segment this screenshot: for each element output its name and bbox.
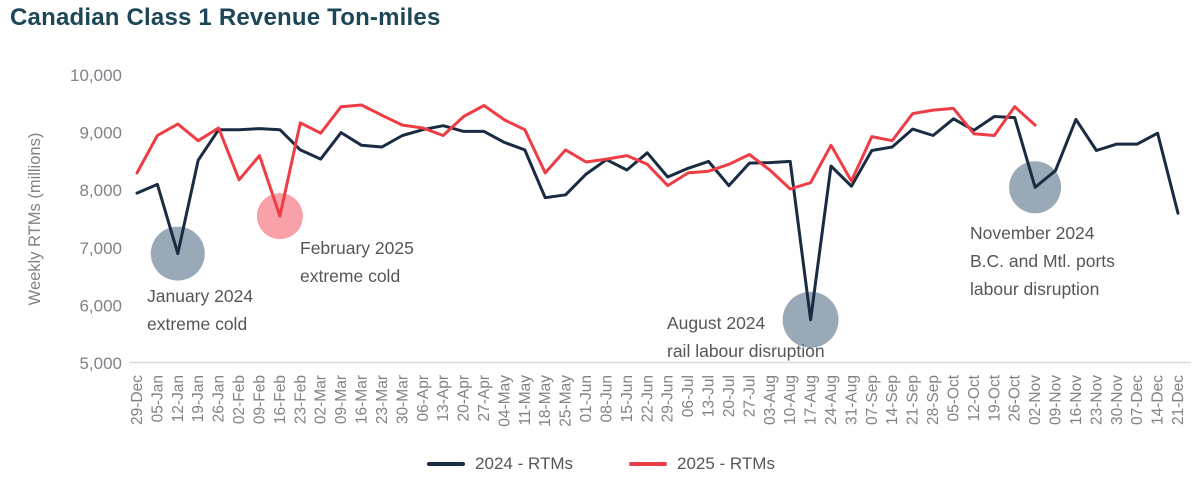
series-line-2025 — [135, 103, 1037, 218]
legend-swatch-2025 — [629, 462, 667, 466]
x-tick-label: 12-Oct — [966, 374, 983, 421]
x-tick-label: 19-Jan — [190, 375, 207, 422]
x-tick-label: 09-Mar — [333, 375, 350, 424]
x-tick-label: 29-Jun — [660, 375, 677, 422]
x-tick-label: 15-Jun — [619, 375, 636, 422]
x-tick-label: 05-Oct — [946, 374, 963, 421]
x-tick-label: 20-Jul — [721, 375, 738, 417]
x-tick-label: 30-Nov — [1109, 375, 1126, 425]
x-tick-label: 30-Mar — [394, 375, 411, 424]
x-tick-label: 23-Nov — [1088, 375, 1105, 425]
legend-item-2024: 2024 - RTMs — [427, 454, 573, 474]
legend-label-2025: 2025 - RTMs — [677, 454, 775, 473]
x-tick-label: 08-Jun — [599, 375, 616, 422]
x-tick-label: 26-Jan — [211, 375, 228, 422]
x-tick-label: 13-Jul — [701, 375, 718, 417]
y-tick-label: 7,000 — [79, 239, 122, 258]
y-tick-label: 8,000 — [79, 181, 122, 200]
x-tick-label: 02-Mar — [313, 375, 330, 424]
x-tick-label: 02-Nov — [1027, 375, 1044, 425]
x-tick-label: 13-Apr — [435, 375, 452, 422]
x-tick-label: 07-Sep — [864, 375, 881, 425]
x-tick-label: 17-Aug — [803, 375, 820, 425]
x-tick-label: 24-Aug — [823, 375, 840, 425]
x-tick-label: 14-Dec — [1150, 375, 1167, 425]
x-tick-label: 05-Jan — [149, 375, 166, 422]
x-tick-label: 10-Aug — [782, 375, 799, 425]
axes: 10,000 9,000 8,000 7,000 6,000 5,000 Weekly RT… — [26, 66, 1191, 427]
x-tick-label: 01-Jun — [578, 375, 595, 422]
x-tick-label: 27-Apr — [476, 375, 493, 422]
x-tick-label: 28-Sep — [925, 375, 942, 425]
y-tick-label: 9,000 — [79, 124, 122, 143]
x-tick-label: 26-Oct — [1007, 374, 1024, 421]
x-tick-label: 09-Nov — [1048, 375, 1065, 425]
y-tick-label: 10,000 — [70, 66, 122, 85]
x-tick-label: 23-Mar — [374, 375, 391, 424]
x-tick-label: 25-May — [558, 375, 575, 427]
y-tick-label: 5,000 — [79, 354, 122, 373]
x-tick-label: 21-Sep — [905, 375, 922, 425]
x-tick-label: 16-Mar — [354, 375, 371, 424]
chart-title: Canadian Class 1 Revenue Ton-miles — [10, 4, 441, 31]
x-tick-label: 07-Dec — [1129, 375, 1146, 425]
x-tick-label: 03-Aug — [762, 375, 779, 425]
series-lines — [135, 103, 1180, 322]
legend: 2024 - RTMs 2025 - RTMs — [0, 448, 1202, 480]
x-tick-label: 14-Sep — [884, 375, 901, 425]
series-line-2024 — [135, 115, 1180, 322]
legend-item-2025: 2025 - RTMs — [629, 454, 775, 474]
x-tick-label: 29-Dec — [129, 375, 146, 425]
legend-label-2024: 2024 - RTMs — [475, 454, 573, 473]
x-tick-label: 27-Jul — [741, 375, 758, 417]
x-tick-label: 20-Apr — [456, 375, 473, 422]
x-tick-label: 18-May — [537, 375, 554, 427]
x-tick-label: 21-Dec — [1170, 375, 1187, 425]
x-tick-label: 04-May — [496, 375, 513, 427]
x-tick-label: 31-Aug — [843, 375, 860, 425]
x-tick-label: 16-Nov — [1068, 375, 1085, 425]
x-tick-label: 09-Feb — [252, 375, 269, 424]
x-tick-label: 11-May — [517, 375, 534, 426]
x-tick-label: 12-Jan — [170, 375, 187, 422]
y-tick-label: 6,000 — [79, 296, 122, 315]
y-axis-title: Weekly RTMs (millions) — [26, 133, 44, 306]
legend-swatch-2024 — [427, 462, 466, 466]
x-tick-label: 22-Jun — [639, 375, 656, 422]
x-tick-label: 16-Feb — [272, 375, 289, 424]
x-tick-label: 19-Oct — [986, 374, 1003, 421]
x-tick-label: 23-Feb — [292, 375, 309, 424]
x-tick-label: 06-Apr — [415, 375, 432, 422]
x-tick-label: 02-Feb — [231, 375, 248, 424]
x-tick-label: 06-Jul — [680, 375, 697, 417]
event-marker-circles — [150, 161, 1062, 348]
